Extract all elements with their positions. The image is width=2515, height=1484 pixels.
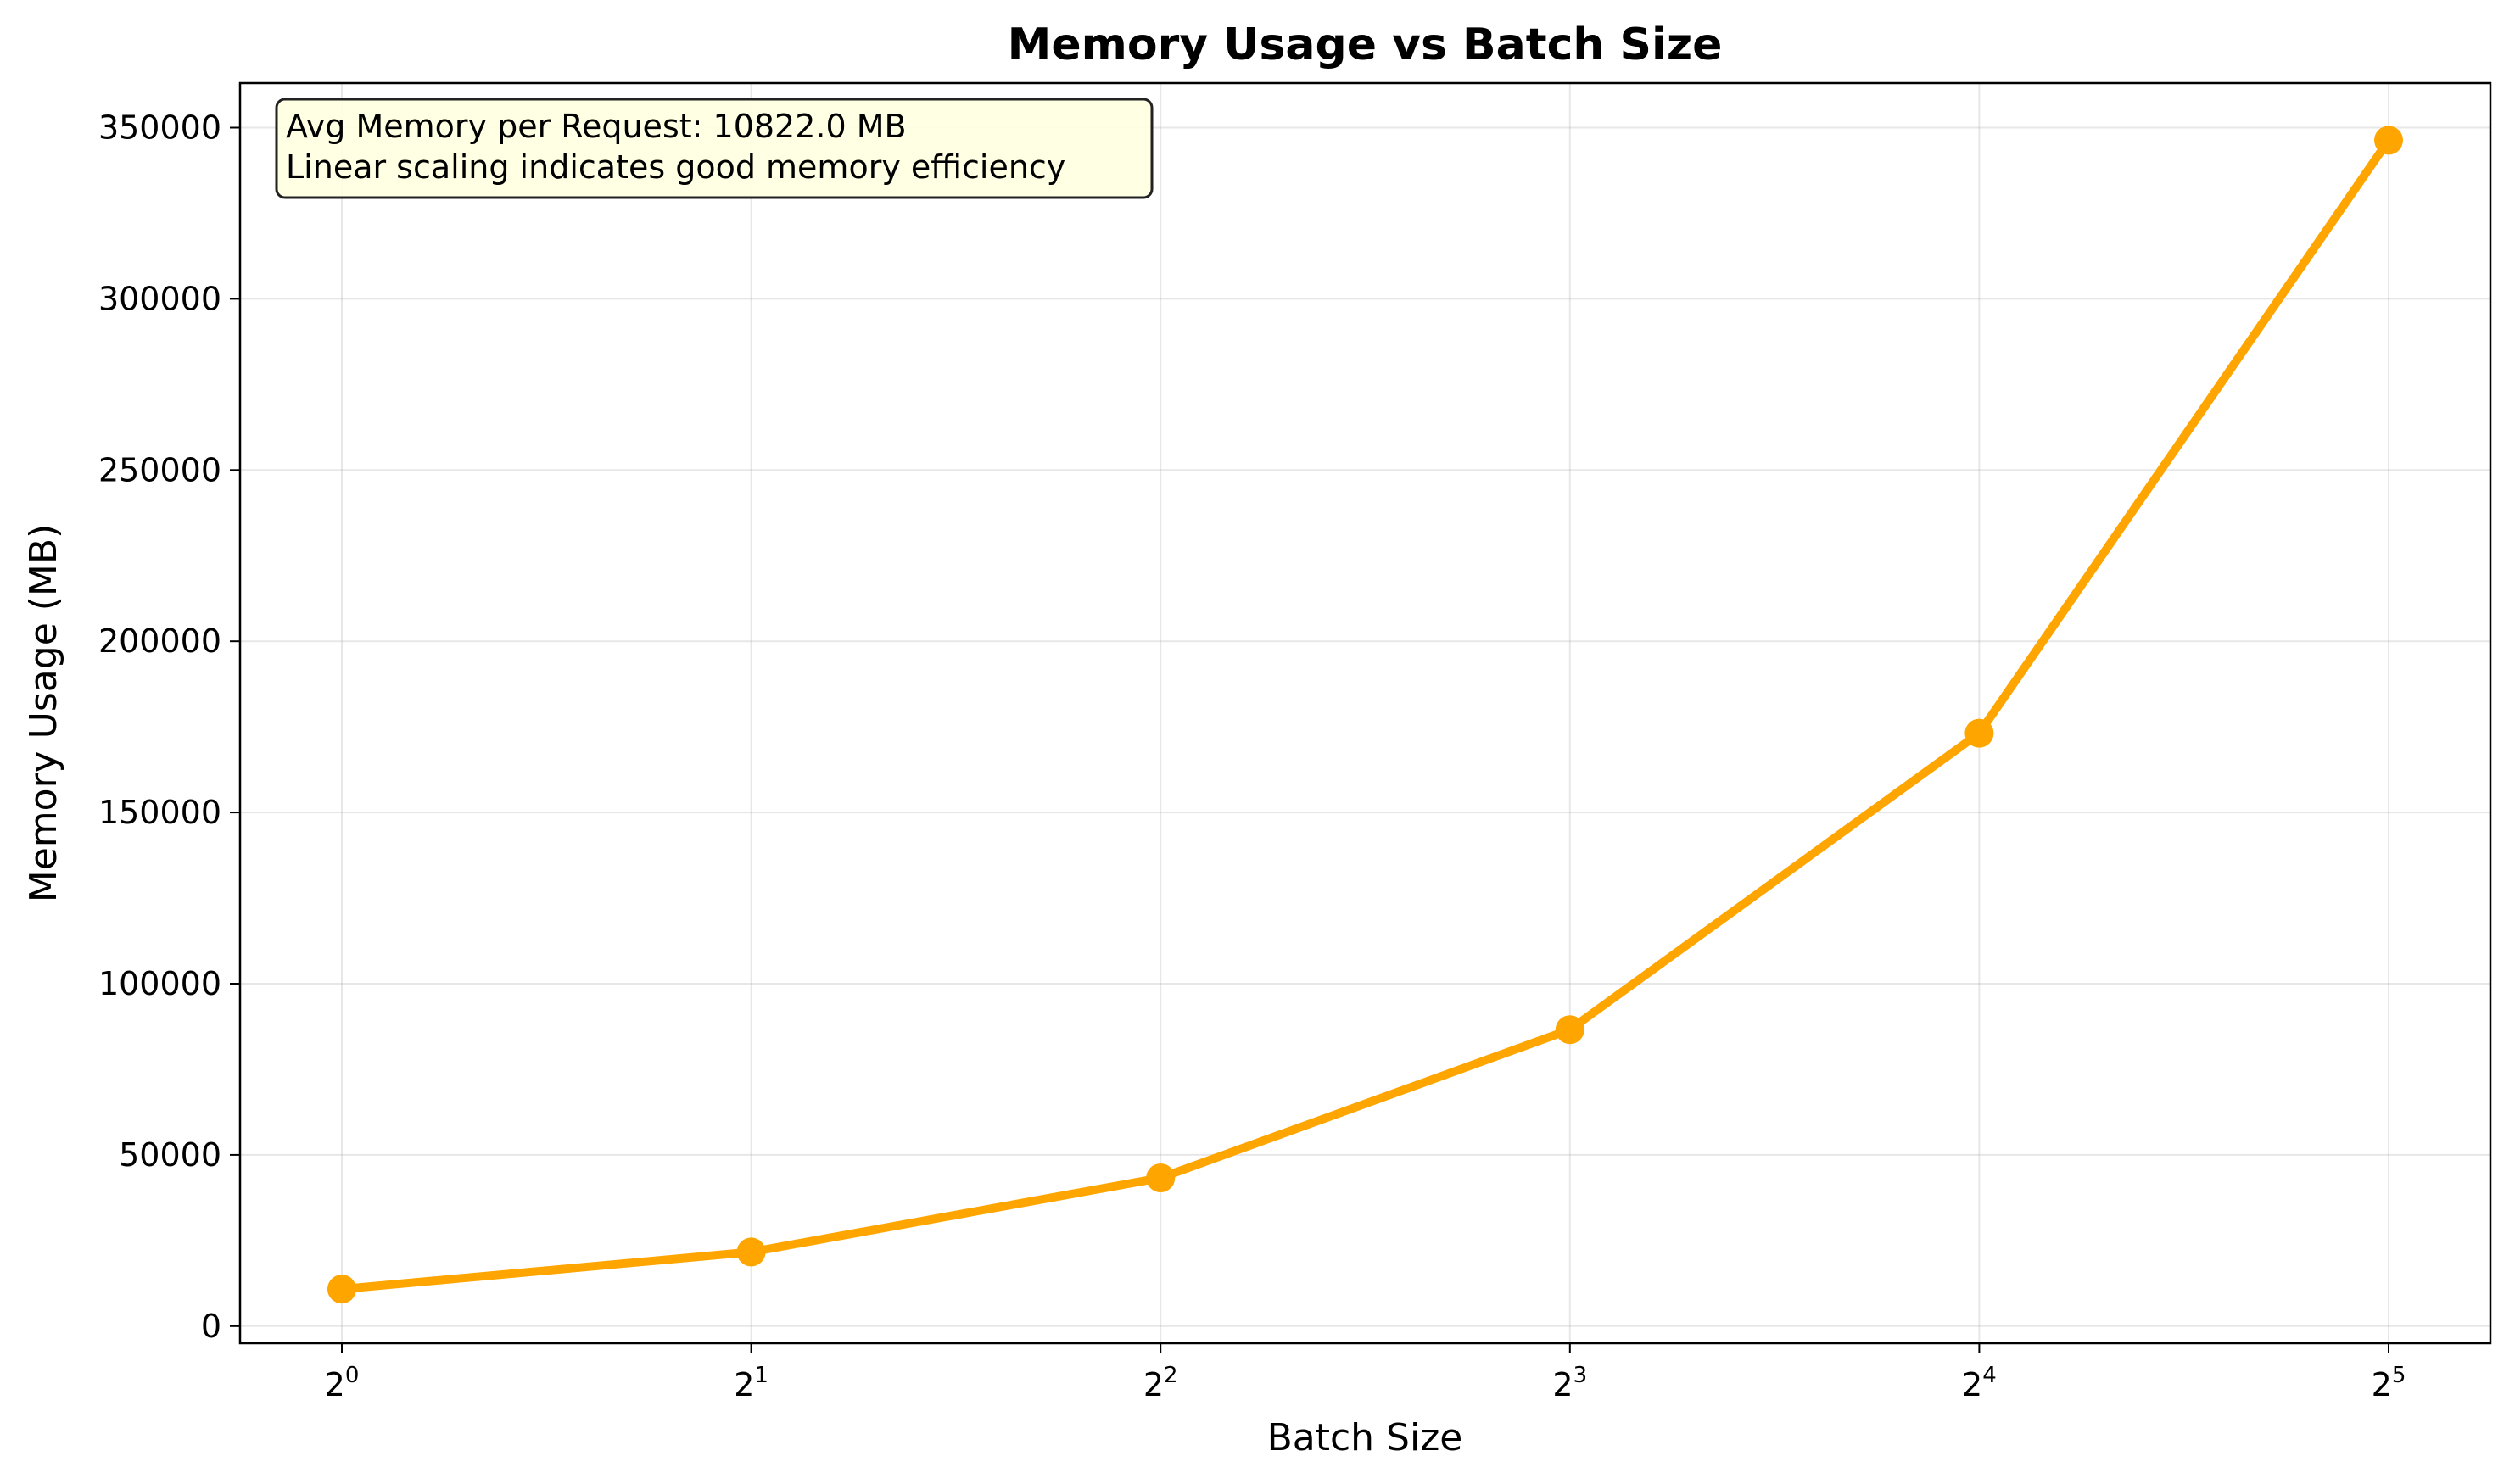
y-tick-label: 350000: [98, 109, 221, 146]
data-point: [1555, 1015, 1584, 1045]
annotation-background: [275, 98, 1154, 199]
y-tick-label: 0: [201, 1308, 221, 1345]
series-line: [338, 136, 2393, 1294]
x-tick-exponent: 5: [2392, 1363, 2406, 1388]
x-tick-base: 2: [734, 1366, 754, 1403]
y-tick-label: 250000: [98, 451, 221, 488]
x-tick-exponent: 1: [754, 1363, 768, 1388]
y-axis-label: Memory Usage (MB): [22, 524, 65, 903]
x-tick-label: 23: [1552, 1363, 1587, 1403]
x-tick-exponent: 4: [1982, 1363, 1997, 1388]
series-layer: [327, 126, 2403, 1304]
annotation-box: Avg Memory per Request: 10822.0 MB Linea…: [275, 98, 1154, 199]
x-tick-base: 2: [1143, 1366, 1164, 1403]
y-tick-label: 100000: [98, 965, 221, 1002]
y-tick-label: 150000: [98, 794, 221, 831]
x-tick-label: 25: [2372, 1363, 2406, 1403]
data-point: [1146, 1163, 1176, 1193]
data-point: [327, 1275, 356, 1304]
x-axis-label: Batch Size: [1267, 1416, 1463, 1459]
x-tick-exponent: 2: [1164, 1363, 1178, 1388]
annotation-line-1: Avg Memory per Request: 10822.0 MB: [286, 108, 907, 145]
grid-layer: [240, 83, 2490, 1343]
x-tick-exponent: 3: [1573, 1363, 1588, 1388]
x-tick-label: 20: [325, 1363, 360, 1403]
x-tick-base: 2: [2372, 1366, 2392, 1403]
ticks-layer: 0 50000 100000 150000 200000 250000 300000 3500…: [98, 109, 2406, 1403]
y-tick-label: 200000: [98, 622, 221, 660]
x-tick-exponent: 0: [345, 1363, 360, 1388]
y-tick-label: 300000: [98, 280, 221, 317]
x-tick-base: 2: [1962, 1366, 1982, 1403]
x-tick-base: 2: [325, 1366, 345, 1403]
x-tick-label: 24: [1962, 1363, 1997, 1403]
annotation-line-2: Linear scaling indicates good memory eff…: [286, 148, 1065, 186]
plot-frame: [238, 81, 2492, 1345]
x-tick-label: 22: [1143, 1363, 1178, 1403]
x-tick-label: 21: [734, 1363, 768, 1403]
x-tick-base: 2: [1552, 1366, 1573, 1403]
data-point: [1964, 718, 1994, 748]
chart-title: Memory Usage vs Batch Size: [1008, 20, 1723, 70]
data-point: [2374, 126, 2403, 155]
data-point: [736, 1237, 766, 1267]
y-tick-label: 50000: [119, 1136, 221, 1174]
